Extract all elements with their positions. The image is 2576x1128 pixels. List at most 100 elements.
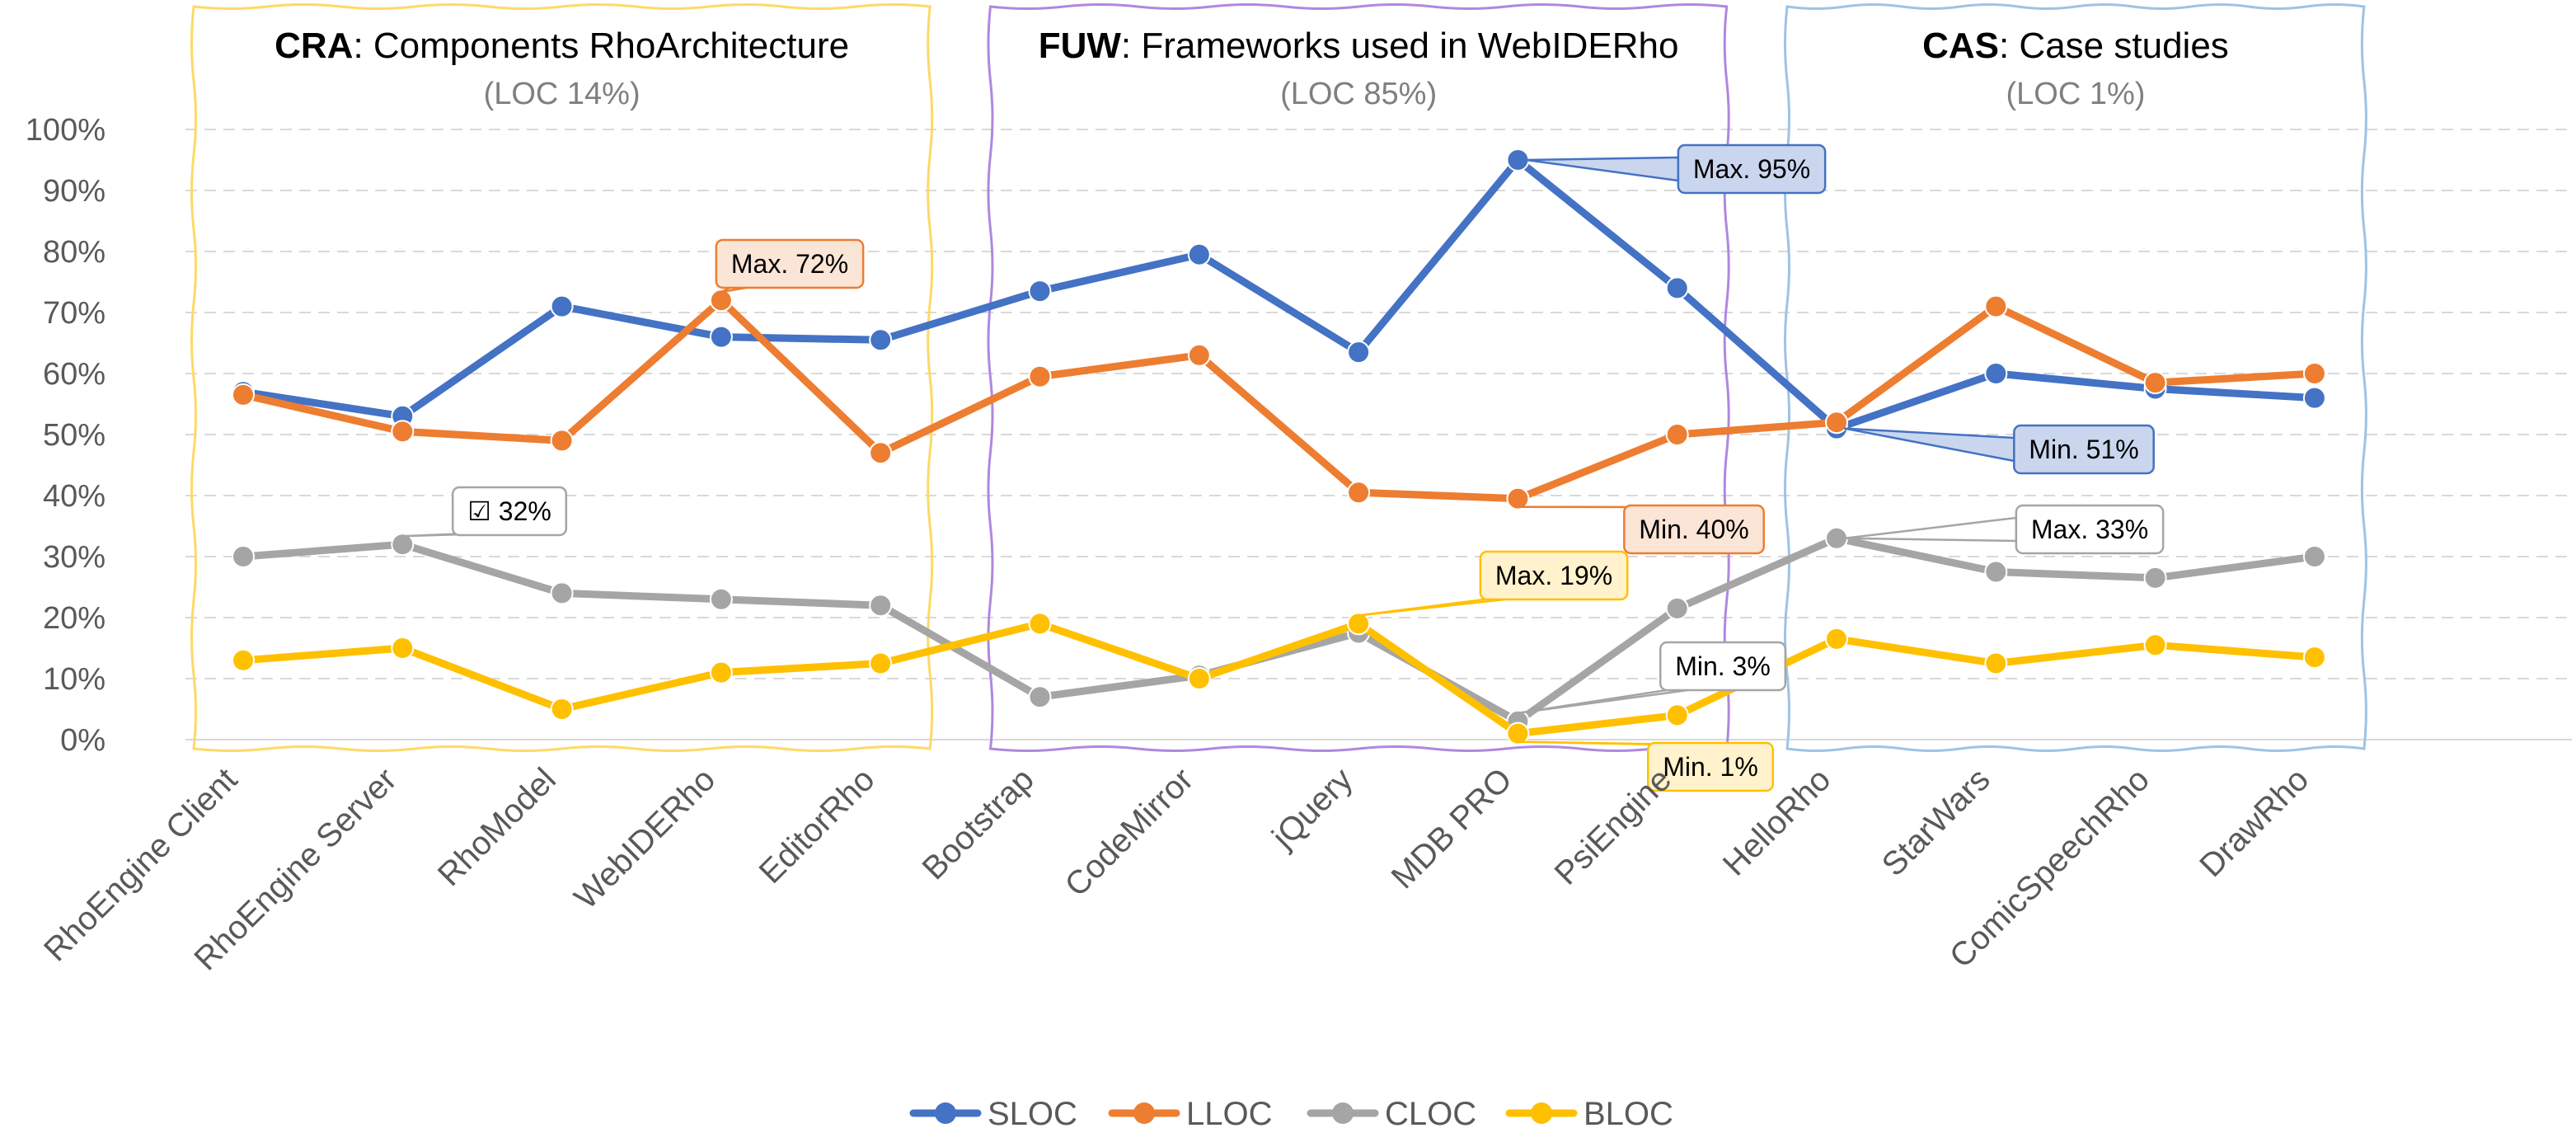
data-point-cloc bbox=[2143, 566, 2167, 590]
data-point-lloc bbox=[869, 441, 893, 465]
y-tick-label: 90% bbox=[43, 174, 106, 209]
callout-fill bbox=[1650, 745, 1771, 788]
x-tick-label: Bootstrap bbox=[916, 761, 1041, 886]
data-point-lloc bbox=[2143, 371, 2167, 395]
x-tick-label: DrawRho bbox=[2193, 761, 2316, 884]
series-lines bbox=[232, 148, 2326, 745]
group-title: FUW: Frameworks used in WebIDERho bbox=[1039, 26, 1679, 66]
group-box bbox=[1784, 3, 2367, 752]
callout-label: Max. 19% bbox=[1495, 561, 1612, 590]
category-groups: CRA: Components RhoArchitecture (LOC 14%)… bbox=[190, 3, 2367, 752]
x-tick-label: RhoModel bbox=[431, 761, 563, 893]
callout-fill bbox=[2018, 508, 2161, 551]
data-point-bloc bbox=[1825, 627, 1848, 651]
x-tick-label: EditorRho bbox=[753, 761, 882, 891]
group-box bbox=[190, 3, 934, 752]
series-line-bloc bbox=[239, 619, 2319, 738]
data-point-cloc bbox=[391, 533, 415, 557]
data-point-sloc bbox=[1028, 280, 1052, 303]
y-tick-label: 50% bbox=[43, 418, 106, 453]
data-point-bloc bbox=[2302, 646, 2326, 670]
x-tick-label: WebIDERho bbox=[567, 761, 722, 916]
callout-pointer bbox=[1843, 427, 2015, 463]
data-point-sloc bbox=[1347, 341, 1371, 364]
data-point-bloc bbox=[550, 698, 574, 721]
y-tick-label: 40% bbox=[43, 479, 106, 514]
data-point-sloc bbox=[1984, 362, 2008, 385]
data-point-cloc bbox=[232, 545, 255, 568]
data-point-bloc bbox=[2143, 633, 2167, 657]
data-point-bloc bbox=[232, 648, 255, 672]
x-tick-label: MDB PRO bbox=[1385, 761, 1519, 895]
legend: SLOC LLOC CLOC BLOC bbox=[909, 1096, 1673, 1128]
data-point-bloc bbox=[1187, 667, 1211, 690]
y-tick-label: 80% bbox=[43, 235, 106, 270]
legend-marker-lloc bbox=[1133, 1102, 1155, 1124]
y-tick-label: 30% bbox=[43, 540, 106, 575]
group-abbrev: CRA bbox=[274, 26, 353, 66]
legend-marker-sloc bbox=[935, 1102, 956, 1124]
group-abbrev: FUW bbox=[1039, 26, 1122, 66]
legend-label-sloc: SLOC bbox=[988, 1096, 1077, 1128]
callout-label: Max. 95% bbox=[1693, 154, 1810, 184]
callout-label: Min. 40% bbox=[1639, 515, 1748, 544]
data-point-bloc bbox=[391, 637, 415, 660]
series-line-sloc bbox=[239, 156, 2319, 433]
callout-fill bbox=[2016, 428, 2151, 471]
data-point-cloc bbox=[869, 594, 893, 618]
group-subtitle: (LOC 1%) bbox=[2006, 77, 2145, 111]
y-tick-label: 0% bbox=[60, 723, 106, 758]
data-point-sloc bbox=[709, 325, 733, 349]
data-point-lloc bbox=[232, 383, 255, 407]
data-point-sloc bbox=[2302, 386, 2326, 410]
data-point-lloc bbox=[550, 429, 574, 453]
group-subtitle: (LOC 85%) bbox=[1280, 77, 1437, 111]
group-name: : Components RhoArchitecture bbox=[353, 26, 849, 66]
x-tick-label: CodeMirror bbox=[1058, 761, 1201, 904]
x-tick-label: jQuery bbox=[1265, 761, 1359, 856]
group-abbrev: CAS bbox=[1922, 26, 1999, 66]
legend-label-lloc: LLOC bbox=[1186, 1096, 1273, 1128]
gridlines bbox=[185, 129, 2572, 740]
data-point-lloc bbox=[1187, 343, 1211, 367]
data-point-lloc bbox=[391, 420, 415, 444]
data-point-lloc bbox=[1984, 294, 2008, 318]
data-point-lloc bbox=[1825, 411, 1848, 435]
callout-pointer bbox=[1525, 156, 1680, 182]
callout-label: Max. 72% bbox=[731, 249, 848, 279]
data-point-sloc bbox=[1187, 242, 1211, 266]
data-point-cloc bbox=[2302, 545, 2326, 568]
series-line-lloc bbox=[239, 296, 2319, 503]
callout-label: Min. 1% bbox=[1663, 752, 1758, 782]
data-point-lloc bbox=[1028, 364, 1052, 388]
data-point-lloc bbox=[1665, 423, 1689, 446]
callout-fill bbox=[1680, 148, 1823, 190]
data-point-sloc bbox=[1665, 276, 1689, 300]
x-tick-label: PsiEngine bbox=[1548, 761, 1678, 891]
callout-label: Min. 3% bbox=[1675, 651, 1771, 681]
data-point-bloc bbox=[1028, 612, 1052, 636]
callout-fill bbox=[1663, 645, 1783, 688]
legend-marker-cloc bbox=[1332, 1102, 1354, 1124]
y-tick-label: 60% bbox=[43, 357, 106, 392]
callout-label: ☑ 32% bbox=[467, 496, 551, 526]
group-subtitle: (LOC 14%) bbox=[484, 77, 640, 111]
y-tick-label: 10% bbox=[43, 662, 106, 697]
data-point-bloc bbox=[869, 651, 893, 675]
data-point-cloc bbox=[709, 587, 733, 611]
data-point-sloc bbox=[550, 294, 574, 318]
callout-pointer bbox=[1843, 516, 2018, 543]
callout-label: Min. 51% bbox=[2029, 435, 2138, 464]
y-tick-label: 100% bbox=[26, 113, 106, 148]
group-title: CRA: Components RhoArchitecture bbox=[274, 26, 849, 66]
data-point-lloc bbox=[1506, 486, 1530, 510]
data-point-cloc bbox=[1984, 560, 2008, 584]
callout-fill bbox=[718, 242, 861, 285]
data-point-bloc bbox=[1665, 703, 1689, 727]
group-name: : Case studies bbox=[1999, 26, 2229, 66]
callout-fill bbox=[1482, 554, 1626, 597]
callout-fill bbox=[1626, 508, 1762, 551]
data-point-cloc bbox=[1665, 596, 1689, 620]
data-point-sloc bbox=[869, 328, 893, 352]
